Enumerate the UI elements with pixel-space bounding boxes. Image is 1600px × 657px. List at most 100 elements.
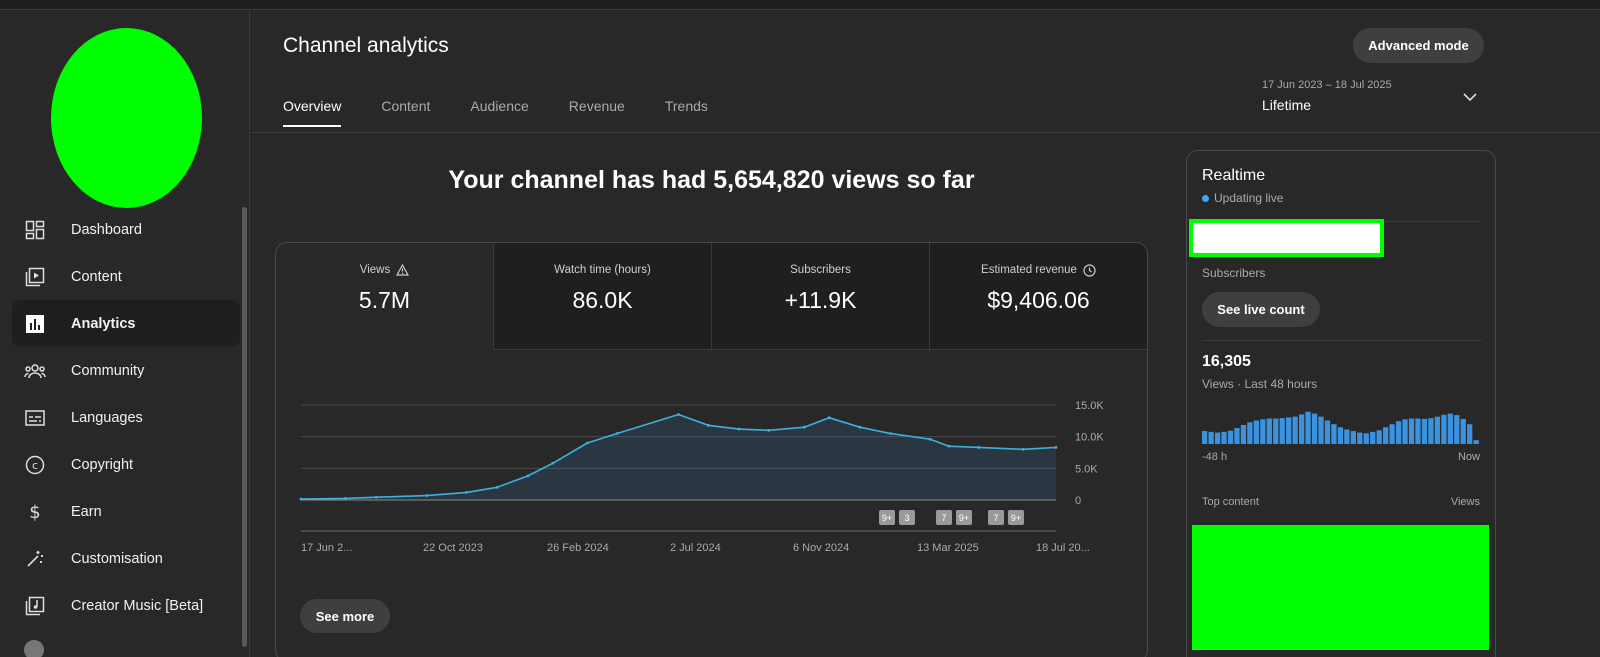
views-chart[interactable]: 15.0K 10.0K 5.0K 0 9+ 3 7 9+ 7 9+ 17 Jun 2... 22 Oc… [276, 350, 1148, 610]
metric-subscribers[interactable]: Subscribers +11.9K [712, 243, 930, 350]
realtime-bar [1286, 417, 1292, 444]
sidebar-partial-item-icon[interactable] [24, 640, 44, 657]
realtime-bar [1357, 432, 1363, 444]
realtime-bar [1389, 424, 1395, 444]
realtime-bar [1337, 427, 1344, 444]
realtime-bar [1305, 411, 1311, 444]
metric-value: $9,406.06 [987, 287, 1090, 313]
copyright-icon: c [24, 454, 46, 476]
svg-text:$: $ [29, 502, 40, 522]
realtime-axis-start: -48 h [1202, 451, 1228, 463]
sidebar-item-customisation[interactable]: Customisation [12, 535, 240, 582]
top-content-label: Top content [1202, 496, 1259, 508]
metric-label: Watch time (hours) [554, 264, 651, 276]
sidebar-item-creator-music[interactable]: Creator Music [Beta] [12, 582, 240, 629]
see-live-count-button[interactable]: See live count [1202, 292, 1320, 327]
sidebar-item-label: Copyright [71, 456, 134, 473]
realtime-bar [1383, 427, 1389, 444]
realtime-bar [1363, 433, 1369, 444]
metric-watch-time[interactable]: Watch time (hours) 86.0K [494, 243, 712, 350]
sidebar-scrollbar[interactable] [242, 207, 247, 647]
content-icon [24, 266, 46, 288]
top-content-redacted[interactable] [1192, 525, 1489, 650]
realtime-bar [1331, 424, 1337, 444]
realtime-bar [1395, 421, 1402, 444]
realtime-bar [1428, 418, 1434, 444]
sidebar-item-copyright[interactable]: c Copyright [12, 441, 240, 488]
realtime-bar [1415, 418, 1421, 444]
data-point [677, 413, 680, 416]
realtime-bar [1324, 420, 1331, 444]
analytics-tabs: Overview Content Audience Revenue Trends [283, 98, 748, 127]
y-tick-label: 15.0K [1075, 400, 1104, 412]
metric-estimated-revenue[interactable]: Estimated revenue $9,406.06 [930, 243, 1147, 350]
data-point [551, 461, 555, 465]
data-point [495, 485, 499, 489]
annotation-badge [936, 510, 952, 525]
date-range-text: 17 Jun 2023 – 18 Jul 2025 [1262, 79, 1392, 91]
x-tick-label: 18 Jul 20... [1036, 542, 1090, 554]
sidebar-item-languages[interactable]: Languages [12, 394, 240, 441]
tab-trends[interactable]: Trends [664, 98, 708, 114]
metric-label: Subscribers [790, 264, 851, 276]
tab-revenue[interactable]: Revenue [568, 98, 625, 114]
realtime-bar [1408, 418, 1415, 444]
community-icon [24, 360, 46, 382]
date-range-label[interactable]: Lifetime [1262, 97, 1312, 113]
y-tick-label: 5.0K [1075, 463, 1098, 475]
realtime-bar [1292, 416, 1298, 444]
realtime-bar [1208, 431, 1214, 444]
sidebar-item-label: Analytics [71, 315, 136, 332]
earn-icon: $ [24, 501, 46, 523]
channel-avatar[interactable] [51, 28, 202, 208]
metric-views[interactable]: Views 5.7M [276, 243, 494, 350]
realtime-bar [1467, 424, 1473, 444]
data-point [615, 432, 619, 435]
y-tick-label: 0 [1075, 495, 1081, 507]
realtime-bar [1253, 420, 1259, 444]
analytics-icon [24, 313, 46, 335]
data-point [827, 416, 831, 420]
sidebar-item-label: Dashboard [71, 221, 142, 238]
metric-label: Estimated revenue [981, 264, 1077, 276]
realtime-title: Realtime [1202, 167, 1266, 184]
tab-overview[interactable]: Overview [283, 98, 342, 127]
sidebar-item-earn[interactable]: $ Earn [12, 488, 240, 535]
sidebar-item-content[interactable]: Content [12, 253, 240, 300]
data-point [465, 491, 468, 494]
realtime-views-label: Views · Last 48 hours [1202, 377, 1318, 391]
realtime-bar [1247, 422, 1253, 444]
warning-icon[interactable] [396, 264, 410, 276]
subscribers-label: Subscribers [1202, 266, 1266, 280]
tab-audience[interactable]: Audience [470, 98, 529, 114]
svg-text:c: c [32, 459, 38, 472]
metric-tabs: Views 5.7M Watch time (hours) 86.0K Subs… [276, 243, 1147, 350]
realtime-bar [1434, 416, 1441, 444]
advanced-mode-button[interactable]: Advanced mode [1353, 28, 1484, 63]
tab-content[interactable]: Content [381, 98, 431, 114]
views-headline: Your channel has had 5,654,820 views so … [448, 166, 975, 194]
top-strip [0, 0, 1600, 10]
realtime-axis-end: Now [1457, 451, 1480, 463]
realtime-bar [1221, 431, 1227, 444]
sidebar-item-label: Community [71, 362, 145, 379]
sidebar-item-dashboard[interactable]: Dashboard [12, 206, 240, 253]
realtime-bar [1260, 419, 1266, 444]
realtime-bar [1402, 419, 1408, 444]
realtime-bar [1298, 414, 1305, 444]
chevron-down-icon[interactable] [1461, 88, 1479, 106]
sidebar-item-label: Creator Music [Beta] [71, 597, 204, 614]
sidebar-nav: Dashboard Content Analytics Community La… [12, 206, 240, 629]
data-point [767, 428, 771, 432]
sidebar-item-community[interactable]: Community [12, 347, 240, 394]
realtime-card: Realtime Updating live Subscribers See l… [1186, 150, 1496, 657]
see-more-button[interactable]: See more [300, 599, 390, 633]
annotation-label: 9+ [959, 513, 969, 523]
clock-icon[interactable] [1083, 263, 1096, 277]
realtime-bar [1279, 418, 1285, 444]
sidebar-item-analytics[interactable]: Analytics [12, 300, 240, 347]
realtime-bar-chart[interactable] [1202, 406, 1480, 444]
customisation-icon [24, 548, 46, 570]
data-point [858, 425, 862, 429]
sidebar-item-label: Earn [71, 503, 102, 520]
